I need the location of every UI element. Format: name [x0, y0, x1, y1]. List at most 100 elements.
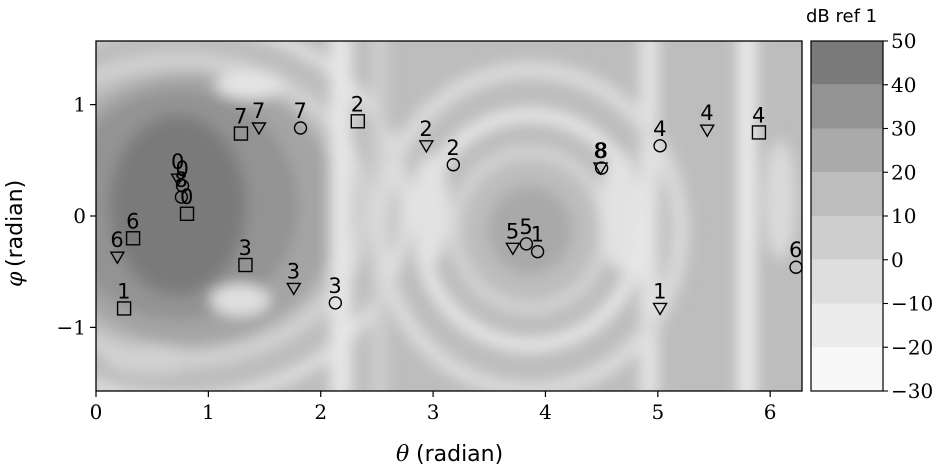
- marker-circle: 4: [653, 117, 667, 153]
- marker-circle: 5: [519, 215, 534, 251]
- contour-zone-right-core: [488, 186, 572, 274]
- marker-label: 7: [252, 99, 265, 123]
- marker-label: 4: [700, 101, 713, 125]
- marker-triangle: 6: [109, 228, 126, 265]
- colorbar-tick-label: 30: [891, 117, 916, 141]
- x-axis-ticks: 0 1 2 3 4 5 6: [90, 391, 777, 424]
- colorbar-band: [811, 347, 883, 391]
- marker-triangle-shape: [652, 302, 668, 316]
- marker-circle: 8: [174, 168, 189, 204]
- contour-blob-3: [410, 155, 450, 265]
- x-tick-label: 1: [202, 400, 215, 424]
- colorbar-band: [811, 84, 883, 129]
- colorbar-tick-label: 10: [891, 204, 916, 228]
- x-tick-label: 3: [427, 400, 440, 424]
- colorbar-band: [811, 303, 883, 348]
- plot-axes: 0 1 2 3 4 5 6 −1 0 1 θ (radian) φ (radian): [3, 40, 803, 467]
- marker-square-shape: [116, 301, 132, 316]
- colorbar-bands: [811, 41, 883, 391]
- marker-triangle: 2: [418, 117, 435, 154]
- marker-square-shape: [233, 126, 249, 141]
- marker-label: 1: [117, 279, 130, 303]
- marker-square: 3: [238, 236, 253, 273]
- marker-square: 2: [350, 92, 366, 129]
- marker-label: 8: [174, 168, 187, 192]
- marker-circle-shape: [653, 139, 667, 153]
- y-tick-label: 0: [73, 204, 86, 228]
- y-axis-ticks: −1 0 1: [57, 93, 96, 339]
- marker-square-shape: [238, 257, 253, 273]
- marker-label: 5: [506, 219, 519, 243]
- marker-circle: 7: [293, 99, 308, 135]
- marker-label: 2: [419, 117, 432, 141]
- marker-label: 3: [287, 259, 300, 283]
- colorbar-tick-label: −30: [891, 379, 933, 403]
- x-tick-label: 6: [764, 400, 777, 424]
- marker-circle-shape: [293, 121, 308, 135]
- colorbar-tick-label: −20: [891, 335, 933, 359]
- colorbar-tick-label: 40: [891, 73, 916, 97]
- marker-square-shape: [179, 206, 195, 221]
- marker-square: 4: [751, 103, 767, 140]
- marker-square-shape: [350, 114, 366, 129]
- x-tick-label: 0: [90, 400, 103, 424]
- marker-circle: 3: [328, 274, 343, 310]
- x-tick-label: 4: [539, 400, 552, 424]
- marker-circle: 6: [789, 238, 803, 274]
- marker-square-shape: [125, 231, 141, 246]
- contour-ring-left-2: [96, 41, 411, 391]
- marker-label: 1: [531, 223, 544, 247]
- marker-circle-shape: [328, 296, 343, 310]
- marker-label: 7: [234, 105, 247, 129]
- marker-triangle-shape: [699, 124, 715, 138]
- marker-square: 1: [116, 279, 132, 316]
- marker-triangle-shape: [505, 242, 521, 256]
- marker-square: 7: [233, 105, 249, 141]
- marker-circle-shape: [519, 237, 534, 251]
- x-tick-label: 2: [314, 400, 327, 424]
- marker-label: 4: [752, 103, 765, 127]
- colorbar-band: [811, 41, 883, 85]
- contour-band-1: [330, 41, 352, 391]
- marker-circle-shape: [530, 244, 545, 259]
- marker-triangle-shape: [592, 162, 609, 176]
- colorbar-tick-label: 20: [891, 160, 916, 184]
- marker-circle-shape: [175, 179, 190, 193]
- contour-plot-area: [96, 41, 802, 391]
- x-axis-unit: (radian): [416, 442, 503, 467]
- colorbar-band: [811, 172, 883, 216]
- y-axis-unit: (radian): [3, 180, 28, 267]
- colorbar-title: dB ref 1: [806, 6, 877, 27]
- marker-circle: 8: [595, 139, 609, 175]
- marker-square-shape: [751, 125, 767, 140]
- marker-triangle: 4: [699, 101, 715, 138]
- marker-triangle: 5: [505, 219, 521, 256]
- marker-triangle-shape: [418, 140, 435, 154]
- marker-circle: 0: [175, 157, 190, 193]
- marker-label: 6: [110, 228, 123, 252]
- marker-triangle: 8: [592, 139, 609, 176]
- contour-blob-4: [600, 150, 640, 270]
- marker-triangle: 1: [652, 279, 668, 316]
- colorbar-band: [811, 216, 883, 260]
- marker-label: 8: [595, 139, 608, 163]
- colorbar-tick-label: −10: [891, 292, 933, 316]
- contour-blob-6: [105, 346, 195, 374]
- marker-label: 1: [653, 279, 666, 303]
- colorbar-tick-label: 0: [891, 248, 904, 272]
- marker-label: 6: [789, 238, 802, 262]
- marker-label: 2: [351, 92, 364, 116]
- marker-label: 8: [594, 139, 607, 163]
- contour-blob-2: [210, 284, 270, 316]
- marker-label: 0: [171, 150, 184, 174]
- x-axis-symbol: θ: [396, 442, 409, 467]
- contour-field: [96, 41, 796, 391]
- y-tick-label: −1: [57, 315, 86, 339]
- contour-ring-right-1: [372, 62, 688, 391]
- y-axis-title: φ (radian): [3, 180, 28, 287]
- y-tick-label: 1: [73, 93, 86, 117]
- marker-label: 2: [446, 136, 459, 160]
- marker-label: 0: [176, 157, 189, 181]
